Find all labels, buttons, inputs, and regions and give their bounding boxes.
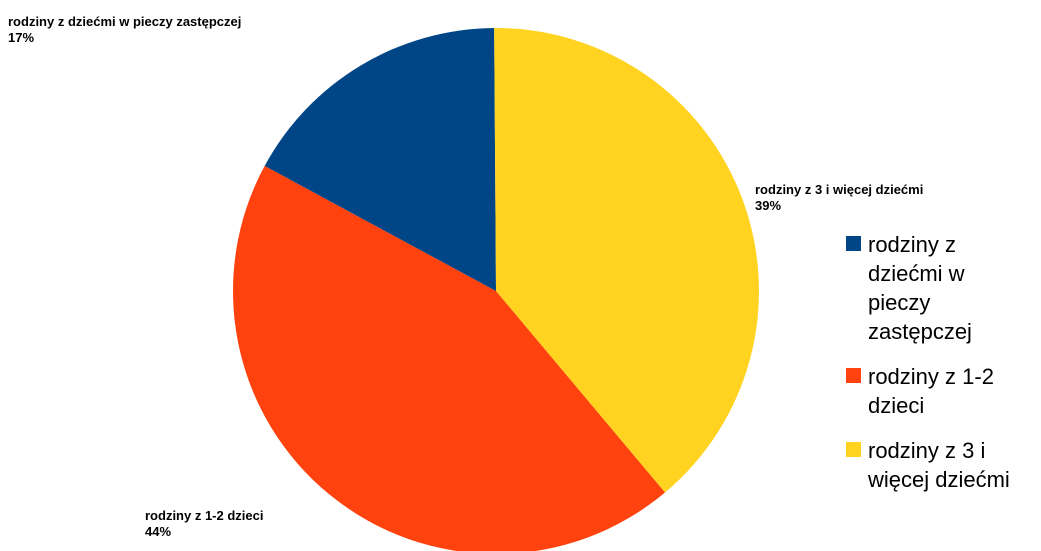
data-label-1-2-children-percent: 44% [145,524,172,539]
pie-slice-3-plus-children [494,28,759,493]
pie-slice-foster-care [264,28,496,291]
legend-swatch-1-2-children [846,368,861,383]
data-label-foster-care-name: rodziny z dziećmi w pieczy zastępczej [8,14,242,29]
legend-item-3-plus-children: rodziny z 3 i więcej dziećmi [846,436,1036,494]
legend-label-3-plus-children: rodziny z 3 i więcej dziećmi [868,438,1010,492]
legend-label-foster-care: rodziny z dziećmi w pieczy zastępczej [868,232,972,344]
legend-label-1-2-children: rodziny z 1-2 dzieci [868,364,994,418]
data-label-foster-care: rodziny z dziećmi w pieczy zastępczej 17… [8,14,241,46]
data-label-3-plus-children: rodziny z 3 i więcej dziećmi 39% [755,182,923,214]
legend-swatch-3-plus-children [846,442,861,457]
data-label-1-2-children-name: rodziny z 1-2 dzieci [145,508,264,523]
legend-item-foster-care: rodziny z dziećmi w pieczy zastępczej [846,230,1036,346]
legend-item-1-2-children: rodziny z 1-2 dzieci [846,362,1036,420]
chart-legend: rodziny z dziećmi w pieczy zastępczej ro… [846,230,1036,510]
data-label-3-plus-children-percent: 39% [755,198,782,213]
data-label-foster-care-percent: 17% [8,30,35,45]
legend-swatch-foster-care [846,236,861,251]
data-label-3-plus-children-name: rodziny z 3 i więcej dziećmi [755,182,924,197]
pie-slice-1-2-children [233,165,666,551]
data-label-1-2-children: rodziny z 1-2 dzieci 44% [145,508,263,540]
